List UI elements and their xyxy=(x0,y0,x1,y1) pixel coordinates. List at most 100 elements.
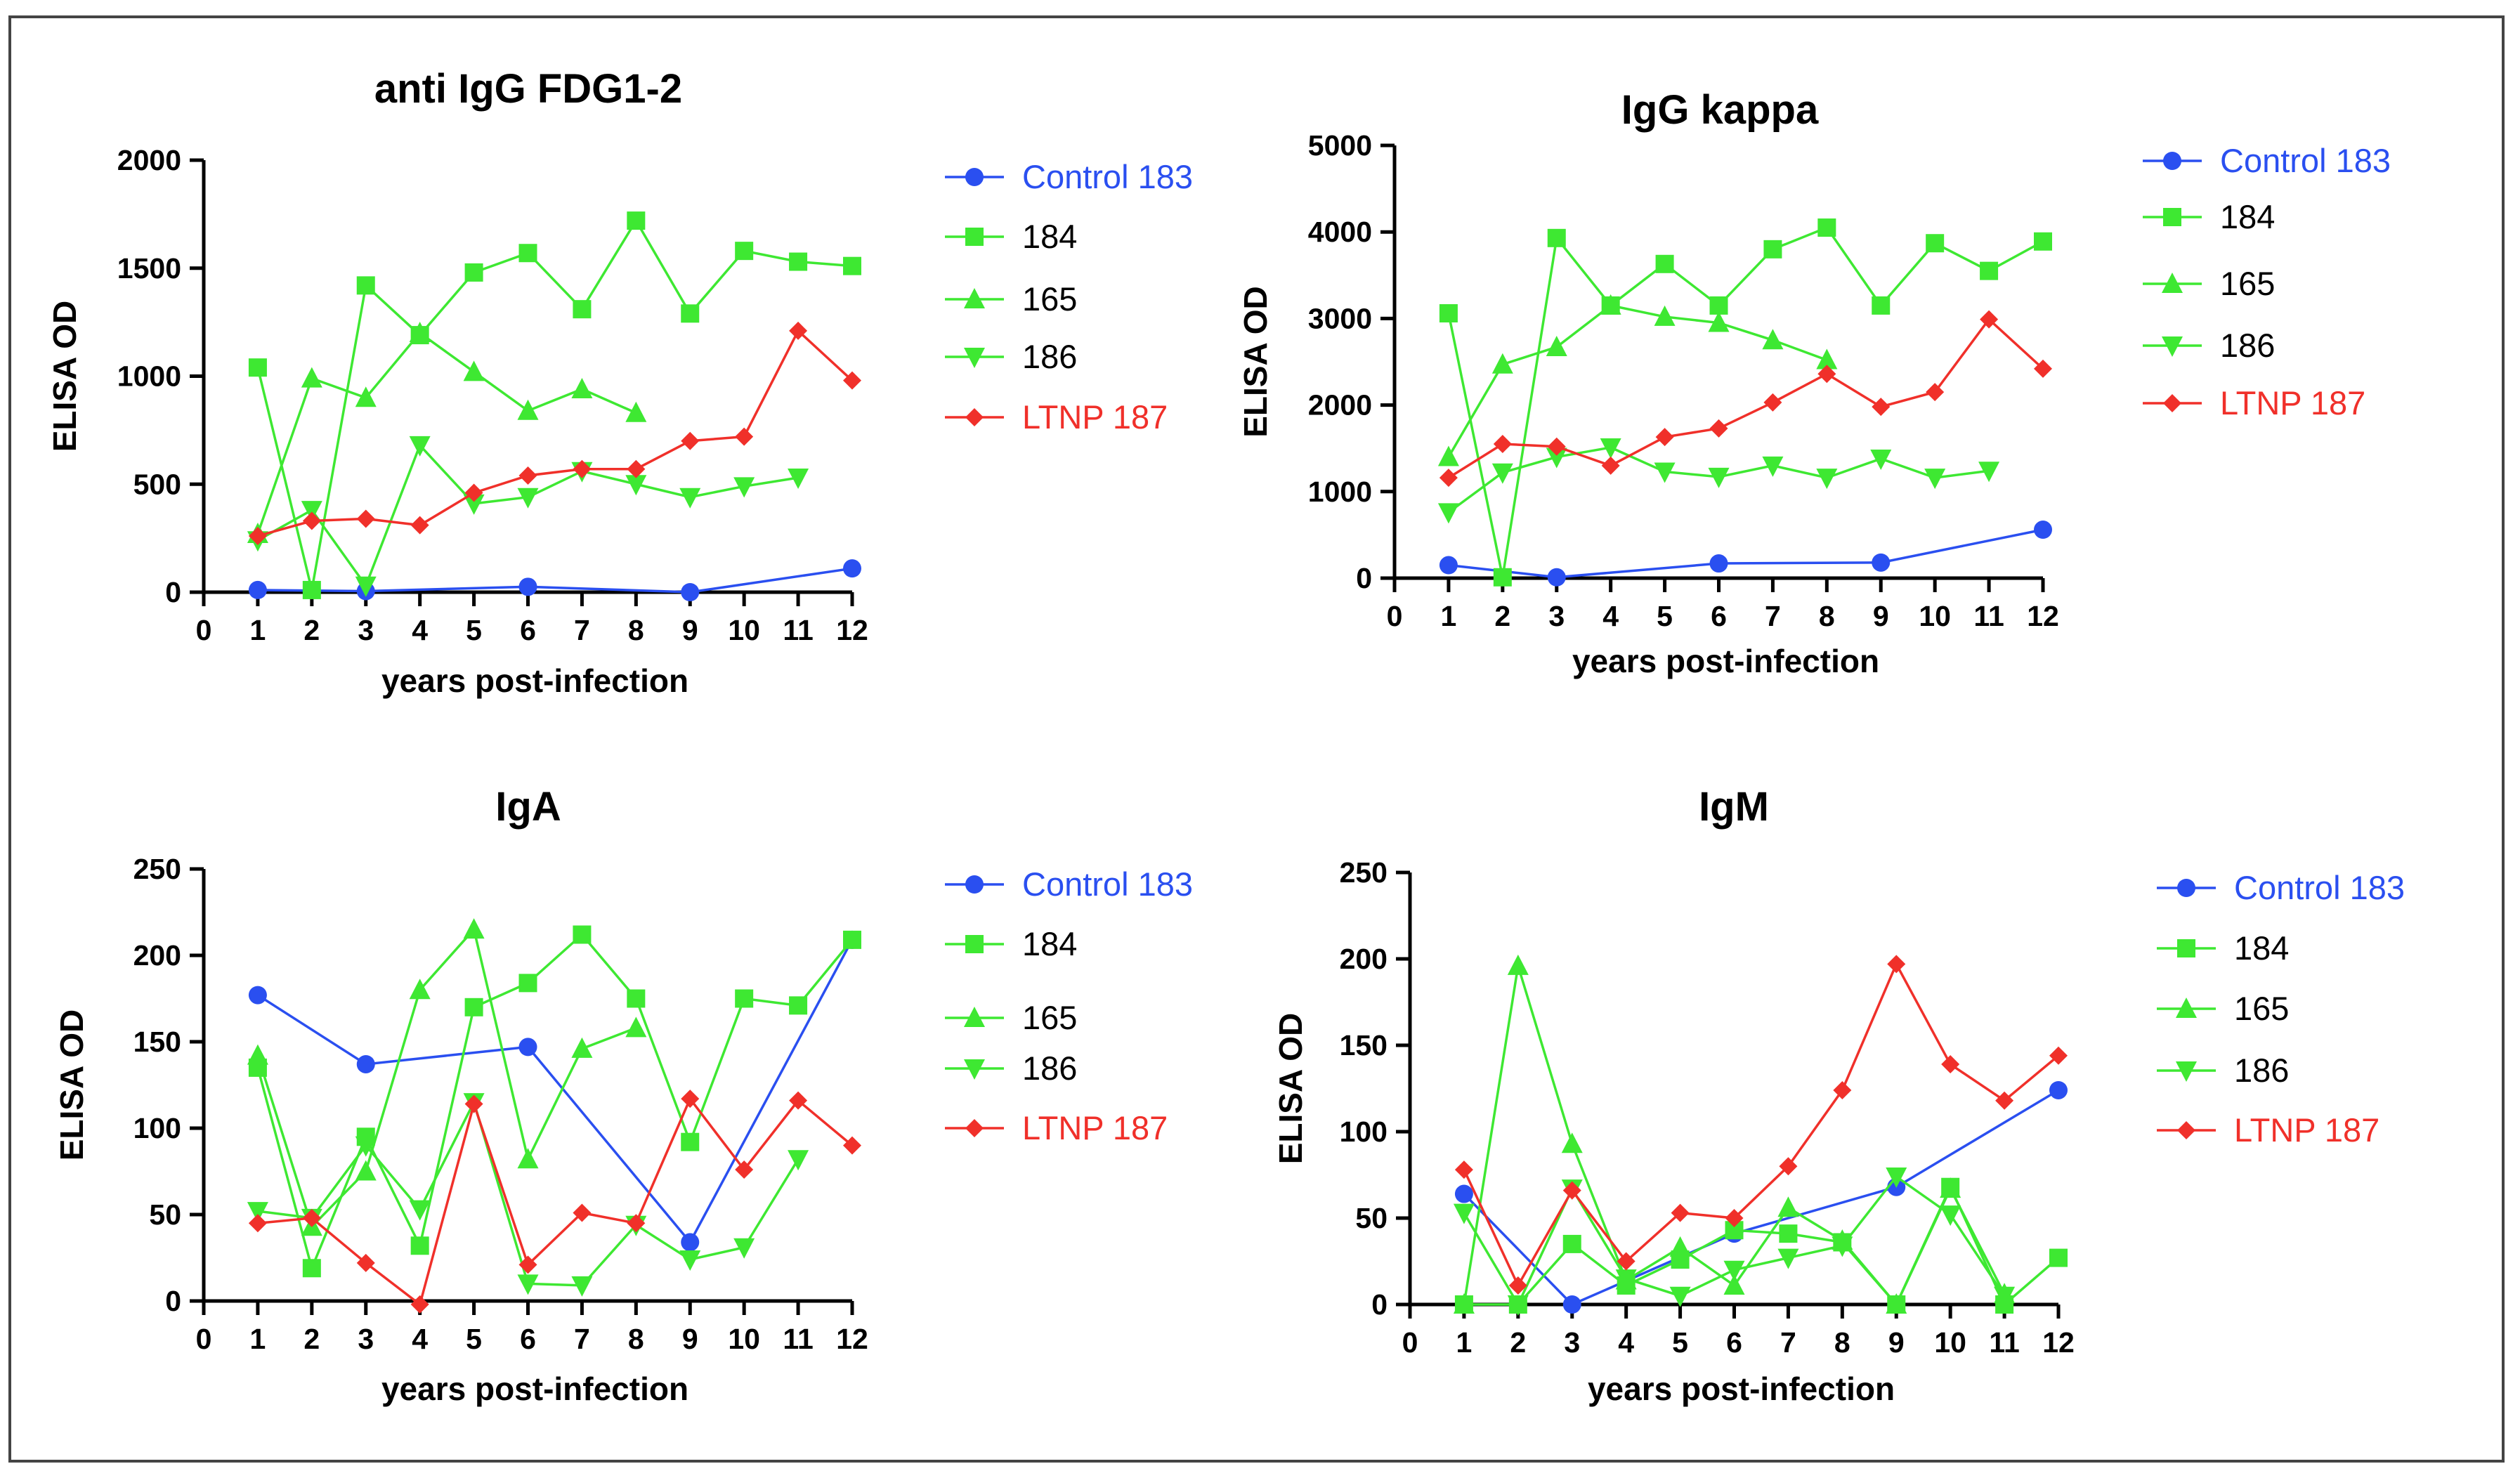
data-point xyxy=(1817,218,1836,237)
data-point xyxy=(464,998,483,1016)
data-point xyxy=(1870,449,1892,470)
y-tick-label: 50 xyxy=(1355,1202,1388,1234)
data-point xyxy=(1615,1269,1637,1290)
data-point xyxy=(1655,254,1674,273)
x-tick-label: 9 xyxy=(682,1323,698,1355)
x-tick-label: 12 xyxy=(2042,1326,2075,1359)
data-point xyxy=(1547,568,1566,587)
data-point xyxy=(733,477,755,498)
y-tick-label: 0 xyxy=(165,576,181,608)
data-point xyxy=(843,930,861,949)
data-point xyxy=(681,1132,700,1151)
legend-marker xyxy=(965,935,984,953)
data-point xyxy=(356,509,375,528)
y-tick-label: 2000 xyxy=(117,144,181,176)
data-point xyxy=(627,459,646,478)
legend-marker xyxy=(964,288,985,308)
data-point xyxy=(1833,1080,1852,1099)
data-point xyxy=(788,1150,809,1171)
data-point xyxy=(248,1214,267,1233)
data-point xyxy=(1980,310,1999,329)
data-point xyxy=(735,1160,754,1179)
x-tick-label: 10 xyxy=(1919,600,1951,632)
series-line xyxy=(257,443,799,589)
x-tick-label: 11 xyxy=(783,1323,813,1355)
data-point xyxy=(1926,234,1945,253)
x-tick-label: 5 xyxy=(466,614,482,646)
legend-marker xyxy=(965,228,984,246)
data-point xyxy=(1832,1236,1853,1257)
data-point xyxy=(2049,1080,2068,1099)
data-point xyxy=(733,1238,755,1259)
data-point xyxy=(464,1094,483,1113)
x-axis-label: years post-infection xyxy=(381,662,688,699)
y-tick-label: 100 xyxy=(133,1112,181,1144)
data-point xyxy=(573,300,592,319)
data-point xyxy=(627,989,646,1008)
data-point xyxy=(1508,1276,1527,1295)
series-ltnp-187 xyxy=(1454,955,2068,1295)
data-point xyxy=(1777,1196,1799,1217)
data-point xyxy=(1723,1274,1745,1295)
legend-label: 165 xyxy=(2234,990,2289,1027)
data-point xyxy=(843,371,861,390)
legend: Control 183 184 165 186 LTNP 187 xyxy=(945,158,1193,436)
legend: Control 183 184 165 186 LTNP 187 xyxy=(2157,869,2405,1149)
data-point xyxy=(1507,1295,1529,1316)
series-line xyxy=(256,331,637,535)
x-tick-label: 1 xyxy=(1441,600,1457,632)
x-tick-label: 1 xyxy=(250,1323,266,1355)
x-tick-label: 8 xyxy=(628,614,644,646)
x-tick-label: 3 xyxy=(1564,1326,1580,1359)
legend-marker xyxy=(2162,273,2183,293)
data-point xyxy=(1980,261,1999,280)
data-point xyxy=(1887,955,1906,974)
data-point xyxy=(463,918,485,939)
series-ltnp-187 xyxy=(248,321,861,546)
series-line xyxy=(256,939,854,1245)
series-ltnp-187 xyxy=(248,1090,861,1314)
data-point xyxy=(1994,1286,2016,1307)
legend-label: LTNP 187 xyxy=(2220,384,2365,421)
y-axis-label: ELISA OD xyxy=(53,1009,90,1161)
data-point xyxy=(302,1259,321,1278)
data-point xyxy=(1437,445,1459,466)
data-point xyxy=(573,1203,592,1222)
data-point xyxy=(248,580,267,599)
data-point xyxy=(789,321,808,340)
x-tick-label: 4 xyxy=(412,614,428,646)
series-control-183 xyxy=(1454,1080,2068,1314)
data-point xyxy=(1723,1260,1745,1281)
legend-marker xyxy=(964,1059,985,1080)
series-184 xyxy=(248,211,861,599)
data-point xyxy=(409,979,431,1000)
data-point xyxy=(1725,1209,1744,1227)
legend-marker xyxy=(2177,1121,2195,1139)
data-point xyxy=(1600,438,1621,459)
data-point xyxy=(1491,353,1513,374)
legend-marker xyxy=(2163,394,2181,412)
data-point xyxy=(573,459,592,478)
data-point xyxy=(1654,462,1676,483)
legend-marker xyxy=(2176,998,2197,1018)
x-tick-label: 2 xyxy=(303,614,320,646)
data-point xyxy=(1762,456,1784,477)
y-tick-label: 250 xyxy=(1340,856,1388,889)
data-point xyxy=(1924,469,1946,490)
data-point xyxy=(355,1136,377,1157)
data-point xyxy=(248,986,267,1005)
data-point xyxy=(355,576,377,597)
x-tick-label: 5 xyxy=(1657,600,1673,632)
x-tick-label: 12 xyxy=(2027,600,2059,632)
data-point xyxy=(1562,1234,1581,1253)
y-axis-label: ELISA OD xyxy=(1272,1013,1309,1165)
data-point xyxy=(409,436,431,457)
legend-label: 165 xyxy=(1022,280,1077,318)
legend-marker xyxy=(2163,152,2181,170)
legend-marker xyxy=(2176,1061,2197,1082)
series-control-183 xyxy=(1439,521,2052,587)
series-ltnp-187 xyxy=(1439,310,2052,488)
data-point xyxy=(1617,1252,1636,1271)
